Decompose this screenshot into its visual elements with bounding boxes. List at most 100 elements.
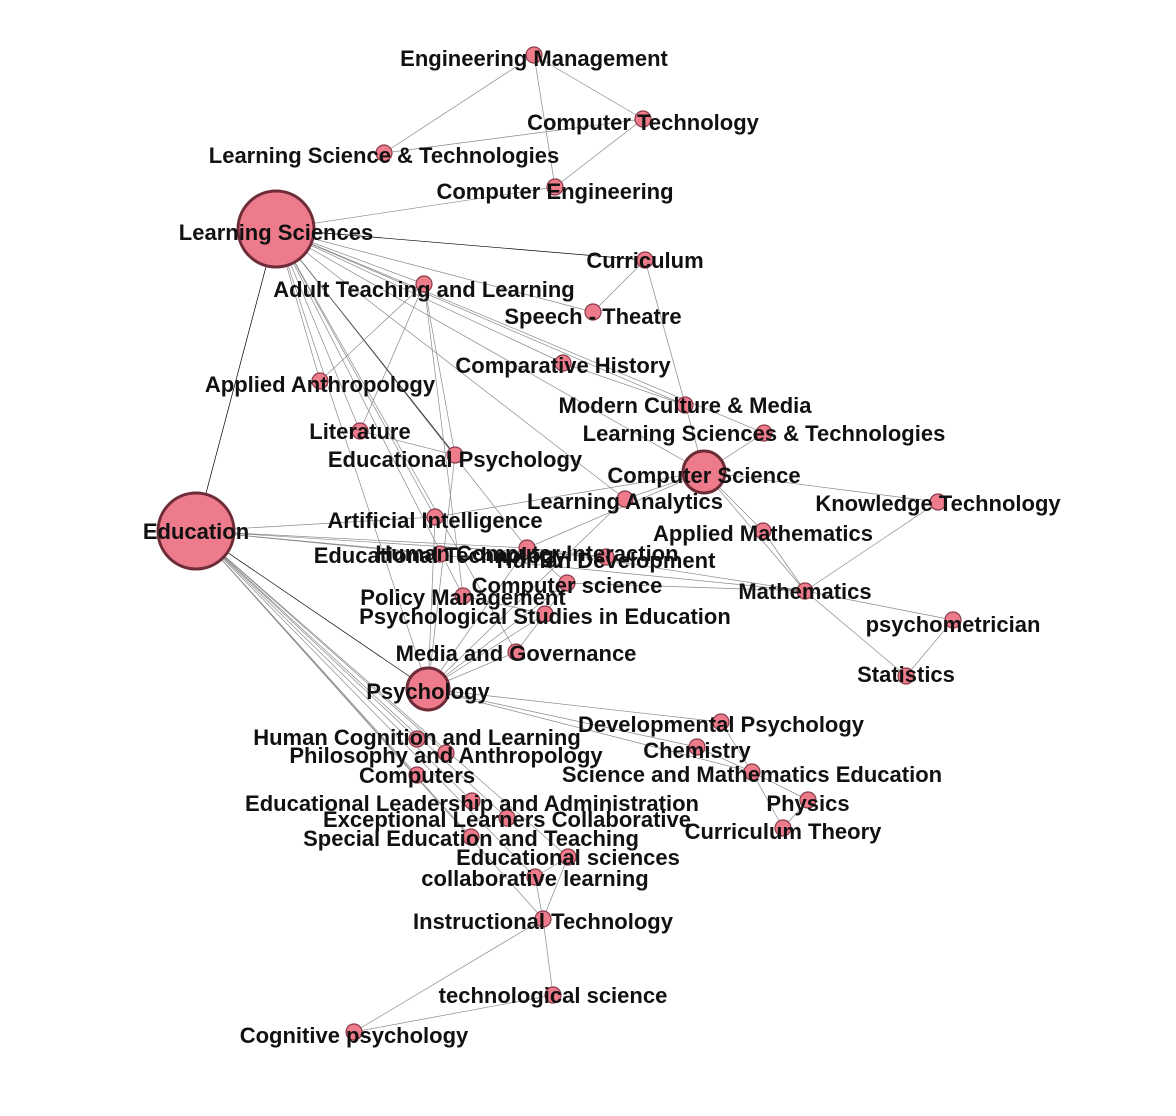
node-label-modern: Modern Culture & Media bbox=[558, 393, 812, 418]
node-statistics bbox=[897, 667, 915, 685]
node-anthro bbox=[311, 372, 329, 390]
edge-eng_mgmt-comp_tech bbox=[533, 54, 644, 120]
node-set bbox=[462, 828, 480, 846]
edge-education-ai bbox=[195, 516, 436, 532]
edge-eng_mgmt-comp_eng bbox=[533, 54, 556, 188]
node-label-education: Education bbox=[143, 519, 249, 544]
edge-math-psychometrician bbox=[804, 590, 954, 621]
node-collab bbox=[526, 868, 544, 886]
edge-kt-math bbox=[804, 501, 939, 592]
edge-psychology-edpsych bbox=[427, 454, 456, 690]
edge-ls-curriculum bbox=[275, 228, 646, 261]
edge-math-hci bbox=[526, 547, 806, 592]
edge-ls-speech bbox=[275, 228, 594, 313]
edge-psychology-la bbox=[427, 498, 626, 690]
node-label-pse: Psychological Studies in Education bbox=[359, 604, 731, 629]
edge-eng_mgmt-lst1 bbox=[383, 54, 535, 154]
node-layer bbox=[156, 46, 962, 1041]
edge-ls-education bbox=[195, 228, 277, 532]
node-label-media: Media and Governance bbox=[396, 641, 637, 666]
edge-ls-modern bbox=[275, 228, 686, 406]
edge-ls-media bbox=[275, 228, 517, 653]
edge-sme-physics bbox=[751, 771, 809, 801]
node-label-cs_lower: Computer science bbox=[472, 573, 663, 598]
edge-ls-cs bbox=[275, 228, 705, 473]
node-label-anthro: Applied Anthropology bbox=[205, 372, 436, 397]
edge-math-am bbox=[762, 530, 806, 592]
edge-cs-kt bbox=[703, 471, 939, 503]
node-label-literature: Literature bbox=[309, 419, 410, 444]
node-label-am: Applied Mathematics bbox=[653, 521, 873, 546]
node-policy bbox=[454, 587, 472, 605]
node-elc bbox=[498, 809, 516, 827]
edge-education-instech bbox=[195, 530, 544, 920]
node-hci bbox=[518, 539, 536, 557]
edge-sme-ct bbox=[751, 771, 784, 829]
edge-instech-cogpsych bbox=[353, 918, 544, 1033]
node-label-curriculum: Curriculum bbox=[586, 248, 703, 273]
edge-hci-hd bbox=[526, 547, 607, 558]
edge-math-cs_lower bbox=[566, 582, 806, 592]
node-speech bbox=[584, 303, 602, 321]
edge-education-hd bbox=[195, 530, 607, 558]
node-ela bbox=[463, 792, 481, 810]
edge-education-elc bbox=[195, 530, 508, 819]
node-modern bbox=[676, 396, 694, 414]
node-ct bbox=[774, 819, 792, 837]
node-psychometrician bbox=[944, 611, 962, 629]
edge-lst1-comp_tech bbox=[383, 118, 644, 154]
node-computers bbox=[408, 766, 426, 784]
node-psychology bbox=[405, 666, 451, 712]
edge-cs-hci bbox=[526, 471, 705, 549]
edge-instech-edsci bbox=[542, 856, 569, 920]
edge-psychology-ai bbox=[427, 516, 436, 690]
node-label-adult: Adult Teaching and Learning bbox=[273, 277, 575, 302]
edge-education-psychology bbox=[195, 530, 429, 690]
node-philanthro bbox=[437, 744, 455, 762]
edge-education-hci bbox=[195, 530, 528, 549]
node-label-comp_hist: Comparative History bbox=[455, 353, 671, 378]
node-label-elc: Exceptional Learners Collaborative bbox=[323, 807, 691, 832]
node-edsci bbox=[559, 848, 577, 866]
node-media bbox=[507, 643, 525, 661]
node-lst1 bbox=[375, 144, 393, 162]
edge-education-ela bbox=[195, 530, 473, 802]
edge-ls-ai bbox=[275, 228, 436, 518]
node-label-ela: Educational Leadership and Administratio… bbox=[245, 791, 699, 816]
node-edtech bbox=[431, 545, 449, 563]
node-label-chemistry: Chemistry bbox=[643, 738, 751, 763]
node-label-lst1: Learning Science & Technologies bbox=[209, 143, 559, 168]
edge-psychology-hci bbox=[427, 547, 528, 690]
edge-ls-comp_hist bbox=[275, 228, 564, 364]
edge-ls-hci bbox=[275, 228, 528, 549]
node-label-edsci: Educational sciences bbox=[456, 845, 680, 870]
node-la bbox=[616, 490, 634, 508]
node-ai bbox=[426, 508, 444, 526]
node-label-eng_mgmt: Engineering Management bbox=[400, 46, 668, 71]
node-label-collab: collaborative learning bbox=[421, 866, 648, 891]
edge-devpsych-sme bbox=[720, 721, 753, 773]
edge-techsci-cogpsych bbox=[353, 994, 554, 1033]
node-am bbox=[754, 522, 772, 540]
label-layer: Engineering Management Computer Technolog… bbox=[143, 46, 1062, 1048]
edge-education-edsci bbox=[195, 530, 569, 858]
edge-psychology-sme bbox=[427, 688, 753, 773]
node-comp_tech bbox=[634, 110, 652, 128]
edge-ls-policy bbox=[275, 228, 464, 597]
node-sme bbox=[743, 763, 761, 781]
edge-ls-psychology bbox=[275, 228, 429, 690]
node-label-statistics: Statistics bbox=[857, 662, 955, 687]
node-cs_lower bbox=[558, 574, 576, 592]
node-label-ls: Learning Sciences bbox=[179, 220, 373, 245]
node-label-computers: Computers bbox=[359, 763, 475, 788]
edge-education-hcl bbox=[195, 530, 418, 740]
edge-instech-techsci bbox=[542, 918, 554, 996]
node-math bbox=[796, 582, 814, 600]
node-cogpsych bbox=[345, 1023, 363, 1041]
node-label-techsci: technological science bbox=[439, 983, 668, 1008]
node-label-set: Special Education and Teaching bbox=[303, 826, 639, 851]
edge-psychology-devpsych bbox=[427, 688, 722, 723]
edge-comp_hist-modern bbox=[562, 362, 686, 406]
node-physics bbox=[799, 791, 817, 809]
